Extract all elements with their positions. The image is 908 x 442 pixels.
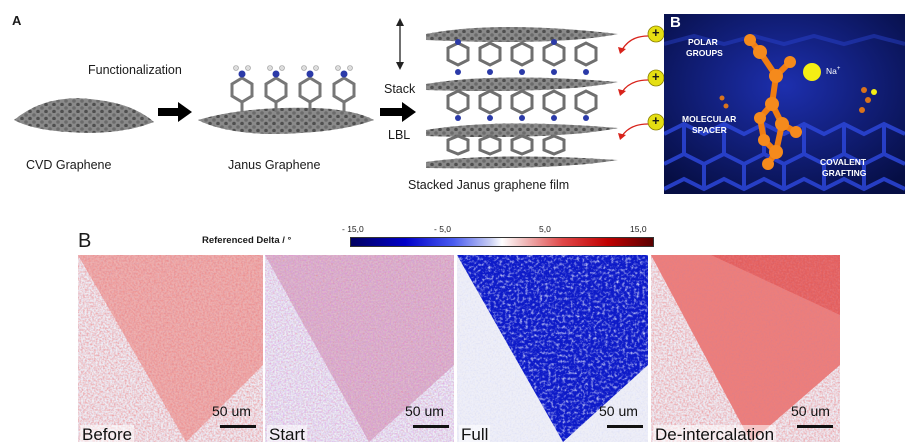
ion-plus-sign: + — [652, 69, 660, 84]
scale-bar — [413, 425, 449, 428]
stacked-janus-film-model — [426, 27, 618, 169]
scale-bar-label: 50 um — [599, 403, 638, 419]
covalent-grafting-label: COVALENT — [820, 157, 867, 167]
scale-bar — [607, 425, 643, 428]
arrow-right-icon — [380, 102, 416, 122]
cvd-graphene-sheet — [14, 98, 154, 133]
colorbar-tick: - 5,0 — [434, 224, 452, 234]
janus-graphene-model — [198, 65, 374, 134]
map-full: 50 um Full — [457, 255, 648, 442]
map-label-full: Full — [459, 425, 491, 442]
map-start: 50 um Start — [265, 255, 454, 442]
map-label-deintercalation: De-intercalation — [653, 425, 777, 442]
panel-b-letter: B — [78, 230, 92, 252]
cvd-graphene-caption: CVD Graphene — [26, 158, 112, 172]
colorbar-tick: - 15,0 — [342, 224, 364, 234]
map-deintercalation: 50 um De-intercalation — [651, 255, 840, 442]
inset-letter: B — [670, 14, 681, 31]
molecular-spacer-label: MOLECULAR — [682, 114, 737, 124]
stacked-film-caption: Stacked Janus graphene film — [408, 178, 570, 192]
functionalization-label: Functionalization — [88, 63, 182, 77]
molecular-spacer-inset: B POLAR GROUPS Na+ MOLECULAR SPACER COVA… — [664, 14, 905, 194]
colorbar — [350, 237, 654, 247]
panel-a-letter: A — [12, 13, 22, 28]
ion-intercalation-arrows — [618, 25, 665, 140]
ion-label: Na+ — [826, 66, 841, 76]
colorbar-tick: 5,0 — [539, 224, 551, 234]
janus-graphene-caption: Janus Graphene — [228, 158, 321, 172]
ion-plus-sign: + — [652, 113, 660, 128]
ion-label-charge: + — [836, 66, 841, 73]
scale-bar-label: 50 um — [212, 403, 251, 419]
map-before: 50 um Before — [78, 255, 263, 442]
arrow-right-icon — [158, 102, 192, 122]
scale-bar-label: 50 um — [791, 403, 830, 419]
stack-label: Stack — [384, 82, 416, 96]
colorbar-title: Referenced Delta / ° — [202, 235, 292, 246]
scale-bar-label: 50 um — [405, 403, 444, 419]
molecular-spacer-label: SPACER — [692, 125, 727, 135]
lbl-label: LBL — [388, 128, 411, 142]
map-label-start: Start — [267, 425, 307, 442]
polar-groups-label: POLAR — [688, 37, 718, 47]
covalent-grafting-label: GRAFTING — [822, 168, 867, 178]
map-label-before: Before — [80, 425, 135, 442]
ion-plus-sign: + — [652, 25, 660, 40]
scale-bar — [220, 425, 256, 428]
colorbar-tick: 15,0 — [630, 224, 647, 234]
scale-bar — [797, 425, 833, 428]
polar-groups-label: GROUPS — [686, 48, 723, 58]
interlayer-spacing-arrow-icon — [396, 18, 404, 70]
